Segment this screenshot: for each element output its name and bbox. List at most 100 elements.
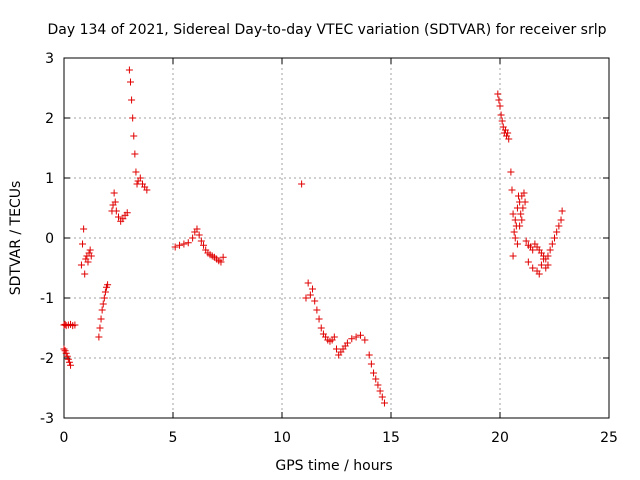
data-point xyxy=(197,237,205,245)
data-point xyxy=(537,261,545,269)
y-tick-label: 0 xyxy=(45,231,54,247)
data-point xyxy=(219,253,227,261)
data-point xyxy=(136,174,144,182)
y-tick-label: 3 xyxy=(45,51,54,67)
data-point xyxy=(129,114,137,122)
x-tick-label: 10 xyxy=(273,430,291,446)
data-point xyxy=(86,246,94,254)
y-axis-label: SDTVAR / TECUs xyxy=(8,181,24,296)
data-point xyxy=(370,369,378,377)
data-point xyxy=(519,204,527,212)
data-point xyxy=(509,210,517,218)
data-point xyxy=(100,294,108,302)
data-point xyxy=(115,213,122,221)
data-point xyxy=(513,240,521,248)
data-point xyxy=(126,78,134,86)
data-point xyxy=(509,252,517,260)
data-point xyxy=(343,339,351,347)
data-point xyxy=(298,180,306,188)
grid xyxy=(64,58,609,418)
data-point xyxy=(315,315,323,323)
data-point xyxy=(98,306,106,314)
data-point xyxy=(171,243,179,251)
data-point xyxy=(189,234,197,242)
data-point xyxy=(125,66,133,74)
data-point xyxy=(376,387,384,395)
data-point xyxy=(374,381,382,389)
data-point xyxy=(498,117,506,125)
data-point xyxy=(81,270,89,278)
data-point xyxy=(495,96,503,104)
data-point xyxy=(356,331,364,339)
data-point xyxy=(378,393,386,401)
x-tick-label: 25 xyxy=(600,430,618,446)
data-point xyxy=(101,288,109,296)
data-point xyxy=(497,111,505,119)
data-point xyxy=(507,168,515,176)
data-points xyxy=(60,66,566,407)
data-point xyxy=(317,324,325,332)
x-tick-label: 0 xyxy=(60,430,69,446)
data-point xyxy=(504,129,512,137)
data-point xyxy=(535,270,543,278)
data-point xyxy=(95,333,103,341)
data-point xyxy=(80,225,88,233)
data-point xyxy=(60,345,68,353)
data-point xyxy=(496,102,504,110)
data-point xyxy=(367,360,375,368)
data-point xyxy=(195,231,203,239)
data-point xyxy=(67,361,75,369)
data-point xyxy=(510,228,518,236)
data-point xyxy=(111,198,119,206)
data-point xyxy=(132,168,140,176)
data-point xyxy=(62,349,70,357)
data-point xyxy=(193,225,201,233)
data-point xyxy=(63,352,71,360)
data-point xyxy=(313,306,321,314)
data-point xyxy=(505,135,513,143)
x-axis-label: GPS time / hours xyxy=(275,458,392,474)
data-point xyxy=(380,399,388,407)
x-tick-label: 15 xyxy=(382,430,400,446)
data-point xyxy=(130,132,138,140)
x-tick-label: 20 xyxy=(491,430,509,446)
data-point xyxy=(517,210,525,218)
y-tick-label: 1 xyxy=(45,171,54,187)
data-point xyxy=(99,300,107,308)
data-point xyxy=(522,237,530,245)
data-point xyxy=(176,241,184,249)
x-tick-label: 5 xyxy=(169,430,178,446)
data-point xyxy=(119,215,127,223)
data-point xyxy=(511,216,519,224)
data-point xyxy=(521,198,529,206)
data-point xyxy=(553,228,561,236)
data-point xyxy=(508,186,516,194)
data-point xyxy=(551,234,558,242)
data-point xyxy=(372,375,380,383)
data-point xyxy=(71,321,79,329)
data-point xyxy=(123,209,131,217)
data-point xyxy=(104,281,112,289)
data-point xyxy=(540,255,548,263)
data-point xyxy=(200,241,208,249)
data-point xyxy=(524,258,532,266)
chart-title: Day 134 of 2021, Sidereal Day-to-day VTE… xyxy=(47,22,606,38)
y-tick-label: -2 xyxy=(40,351,54,367)
data-point xyxy=(529,264,537,272)
data-point xyxy=(518,216,526,224)
data-point xyxy=(544,252,552,260)
axis-ticks: 0 5 10 15 20 25 -3 -2 -1 0 1 2 3 xyxy=(40,51,618,446)
data-point xyxy=(97,315,105,323)
data-point xyxy=(333,345,340,353)
data-point xyxy=(516,222,524,230)
y-tick-label: -1 xyxy=(40,291,54,307)
data-point xyxy=(306,291,314,299)
y-tick-label: 2 xyxy=(45,111,54,127)
data-point xyxy=(96,324,104,332)
data-point xyxy=(548,240,556,248)
data-point xyxy=(65,358,73,366)
data-point xyxy=(87,252,95,260)
data-point xyxy=(365,351,373,359)
data-point xyxy=(311,297,319,305)
